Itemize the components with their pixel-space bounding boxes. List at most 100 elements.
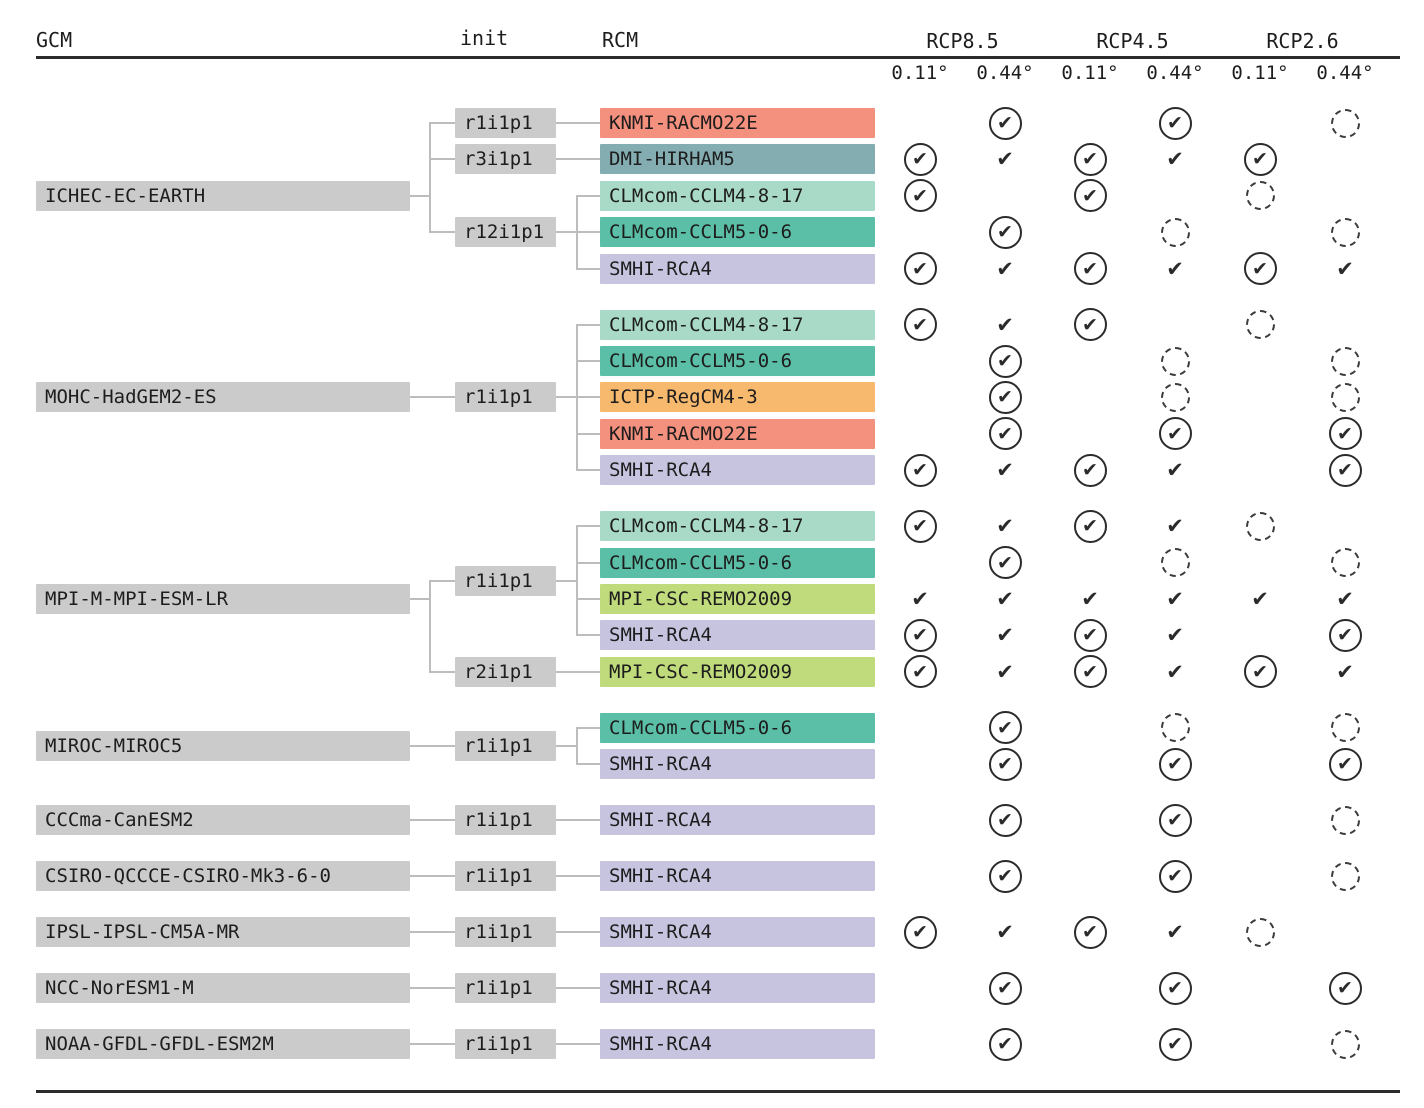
rcm-box-label: DMI-HIRHAM5 (609, 148, 735, 171)
tree-connector (577, 194, 600, 197)
tree-connector (577, 598, 600, 600)
gcm-box: ICHEC-EC-EARTH (36, 180, 410, 211)
tree-connector (430, 579, 455, 582)
tree-connector (577, 396, 600, 399)
rcm-box: KNMI-RACMO22E (600, 418, 875, 449)
tree-connector (410, 819, 455, 822)
check-icon: ✔ (996, 587, 1014, 611)
dashed-circle-icon (1245, 310, 1275, 340)
check-icon: ✔ (996, 659, 1014, 684)
rcm-box: KNMI-RACMO22E (600, 108, 875, 138)
rcm-box: SMHI-RCA4 (600, 749, 875, 780)
rcm-box-label: KNMI-RACMO22E (609, 112, 758, 134)
tree-connector (577, 763, 600, 766)
tree-connector (429, 122, 431, 234)
tree-connector (577, 267, 600, 270)
rcm-box: SMHI-RCA4 (600, 805, 875, 836)
dashed-circle-icon (1160, 346, 1190, 376)
circled-check-icon: ✔ (988, 971, 1022, 1005)
tree-connector (429, 579, 431, 673)
rcm-box: ICTP-RegCM4-3 (600, 382, 875, 413)
resolution-header: 0.11° (1061, 62, 1119, 84)
tree-connector (410, 745, 455, 747)
tree-connector (577, 469, 600, 472)
tree-connector (576, 726, 578, 766)
tree-connector (430, 231, 455, 234)
gcm-box-label: ICHEC-EC-EARTH (45, 184, 206, 207)
resolution-header: 0.11° (1231, 62, 1289, 84)
circled-check-icon: ✔ (1328, 618, 1362, 652)
check-icon: ✔ (1166, 256, 1184, 281)
tree-connector (410, 1043, 455, 1046)
rcm-box-label: CLMcom-CCLM5-0-6 (609, 221, 793, 244)
check-icon: ✔ (1166, 587, 1184, 611)
dashed-circle-icon (1330, 861, 1360, 891)
tree-connector (410, 194, 430, 197)
circled-check-icon: ✔ (1073, 142, 1107, 176)
scenario-header: RCP4.5 (1096, 29, 1169, 53)
dashed-circle-icon (1330, 346, 1360, 376)
rcm-box-label: SMHI-RCA4 (609, 977, 712, 1000)
tree-connector (410, 875, 455, 878)
gcm-box: IPSL-IPSL-CM5A-MR (36, 917, 410, 948)
rcm-box: CLMcom-CCLM5-0-6 (600, 547, 875, 578)
init-box: r1i1p1 (455, 565, 556, 596)
dashed-circle-icon (1160, 382, 1190, 412)
tree-connector (430, 670, 455, 673)
init-box-label: r1i1p1 (464, 569, 533, 592)
circled-check-icon: ✔ (1073, 618, 1107, 652)
check-icon: ✔ (996, 256, 1014, 281)
gcm-box: CCCma-CanESM2 (36, 805, 410, 836)
gcm-box: NCC-NorESM1-M (36, 973, 410, 1004)
col-header-gcm: GCM (36, 28, 73, 52)
tree-connector (556, 579, 577, 582)
check-icon: ✔ (1081, 587, 1099, 611)
dashed-circle-icon (1245, 917, 1275, 947)
tree-connector (410, 931, 455, 934)
circled-check-icon: ✔ (1158, 859, 1192, 893)
tree-connector (556, 875, 600, 878)
rcm-box: SMHI-RCA4 (600, 455, 875, 486)
circled-check-icon: ✔ (1073, 179, 1107, 213)
circled-check-icon: ✔ (1073, 252, 1107, 286)
init-box: r1i1p1 (455, 108, 556, 138)
check-icon: ✔ (996, 312, 1014, 337)
init-box: r2i1p1 (455, 656, 556, 687)
tree-connector (577, 323, 600, 326)
init-box: r1i1p1 (455, 861, 556, 892)
rcm-box: CLMcom-CCLM5-0-6 (600, 712, 875, 743)
circled-check-icon: ✔ (988, 380, 1022, 414)
circled-check-icon: ✔ (988, 711, 1022, 745)
tree-connector (556, 396, 577, 399)
circled-check-icon: ✔ (1328, 747, 1362, 781)
circled-check-icon: ✔ (1328, 453, 1362, 487)
init-box-label: r1i1p1 (464, 921, 533, 944)
rcm-box: SMHI-RCA4 (600, 253, 875, 284)
check-icon: ✔ (911, 587, 929, 611)
rcm-box-label: ICTP-RegCM4-3 (609, 386, 758, 409)
rcm-box: CLMcom-CCLM4-8-17 (600, 309, 875, 340)
tree-connector (556, 231, 577, 234)
init-box-label: r3i1p1 (464, 148, 533, 171)
tree-connector (577, 231, 600, 234)
rcm-box: SMHI-RCA4 (600, 1029, 875, 1060)
circled-check-icon: ✔ (1073, 915, 1107, 949)
dashed-circle-icon (1330, 108, 1360, 138)
circled-check-icon: ✔ (903, 308, 937, 342)
tree-connector (410, 598, 430, 600)
circled-check-icon: ✔ (1158, 1027, 1192, 1061)
check-icon: ✔ (1336, 659, 1354, 684)
dashed-circle-icon (1330, 217, 1360, 247)
rcm-box-label: CLMcom-CCLM5-0-6 (609, 551, 793, 574)
circled-check-icon: ✔ (903, 509, 937, 543)
rcm-box-label: SMHI-RCA4 (609, 809, 712, 832)
init-box-label: r1i1p1 (464, 977, 533, 1000)
circled-check-icon: ✔ (988, 106, 1022, 140)
rcm-box-label: SMHI-RCA4 (609, 1033, 712, 1056)
check-icon: ✔ (996, 458, 1014, 483)
circled-check-icon: ✔ (1158, 106, 1192, 140)
tree-connector (410, 987, 455, 990)
tree-connector (430, 158, 455, 161)
rcm-box-label: CLMcom-CCLM4-8-17 (609, 515, 804, 538)
init-box: r1i1p1 (455, 1029, 556, 1060)
